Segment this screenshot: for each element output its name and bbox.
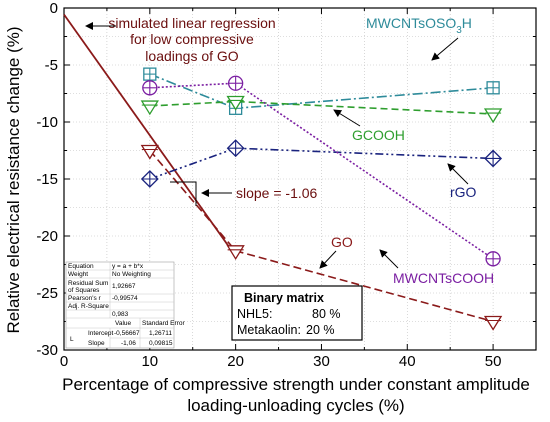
series-gcooh	[140, 95, 503, 124]
stats-col-value: Value	[115, 320, 132, 327]
regression-line-path	[63, 13, 237, 257]
stats-row-value: -0,99574	[112, 295, 138, 302]
y-tick-label: 0	[50, 0, 58, 17]
data-point-mwcntscooh	[227, 75, 244, 91]
regression-stats-table: Equation y = a + b*x Weight No Weighting…	[65, 261, 185, 349]
y-tick-label: -15	[36, 171, 58, 188]
arrow-mwcntsoso3h	[431, 37, 459, 61]
stats-row-label: Weight	[68, 271, 88, 278]
data-point-rgo	[226, 139, 245, 158]
x-axis-label-line1: Percentage of compressive strength under…	[62, 375, 530, 394]
binary-matrix-metakaolin-label: Metakaolin:	[237, 323, 301, 337]
data-point-gcooh	[140, 100, 159, 116]
data-point-mwcntscooh	[485, 251, 501, 267]
data-point-go	[226, 245, 245, 261]
arrow-mwcntscooh	[379, 249, 399, 269]
label-mwcntsoso3h-main: MWCNTsOSO	[366, 15, 456, 31]
label-gcooh: GCOOH	[352, 127, 405, 143]
stats-intercept-label: Intercept	[88, 330, 113, 337]
stats-row-label: of Squares	[68, 287, 100, 294]
label-mwcntscooh: MWCNTsCOOH	[393, 270, 494, 286]
y-tick-label: -5	[45, 57, 58, 74]
x-tick-label: 30	[313, 353, 330, 370]
slope-triangle	[170, 181, 197, 206]
stats-row-value: y = a + b*x	[112, 263, 144, 270]
label-mwcntsoso3h: MWCNTsOSO3H	[366, 15, 472, 36]
series-label-mwcntscooh: MWCNTsCOOH	[379, 249, 494, 286]
x-tick-label: 50	[485, 353, 502, 370]
label-mwcntsoso3h-end: H	[462, 15, 472, 31]
y-tick-label: -10	[36, 114, 58, 131]
data-point-go	[483, 315, 503, 331]
binary-matrix-frame	[231, 285, 363, 341]
series-label-go: GO	[319, 234, 353, 269]
binary-matrix-box: Binary matrix NHL5: 80 % Metakaolin: 20 …	[231, 285, 363, 341]
arrow-go	[319, 250, 337, 269]
stats-row-label: Pearson's r	[68, 295, 102, 302]
stats-table-frame	[65, 261, 175, 349]
series-group	[140, 67, 503, 331]
data-point-mwcntsoso3h	[486, 81, 500, 95]
label-go: GO	[331, 234, 353, 250]
regression-label-line1: simulated linear regression	[108, 15, 275, 31]
data-point-go	[140, 144, 159, 160]
data-point-rgo	[484, 149, 503, 168]
series-label-gcooh: GCOOH	[333, 109, 405, 143]
arrow-gcooh	[333, 109, 361, 127]
data-point-gcooh	[483, 108, 503, 124]
series-go	[140, 144, 503, 331]
series-mwcntscooh	[142, 75, 501, 267]
series-label-mwcntsoso3h: MWCNTsOSO3H	[366, 15, 472, 61]
binary-matrix-nhl5-label: NHL5:	[237, 307, 272, 321]
stats-row-value: No Weighting	[112, 271, 151, 278]
stats-row-value: 0,983	[112, 311, 129, 318]
series-rgo	[140, 139, 503, 188]
regression-label-line3: loadings of GO	[145, 48, 238, 64]
binary-matrix-nhl5-value: 80 %	[312, 307, 341, 321]
series-line-go	[149, 149, 494, 323]
binary-matrix-metakaolin-value: 20 %	[306, 323, 335, 337]
y-tick-label: -25	[36, 285, 58, 302]
x-tick-label: 0	[60, 353, 68, 370]
x-tick-label: 40	[399, 353, 416, 370]
arrow-rgo	[447, 163, 469, 185]
y-tick-label: -20	[36, 228, 58, 245]
slope-annotation: slope = -1.06	[170, 181, 318, 206]
stats-slope-label: Slope	[88, 340, 105, 347]
x-tick-label: 20	[227, 353, 244, 370]
regression-line	[63, 13, 237, 257]
stats-slope-error: 0,09815	[149, 340, 173, 347]
stats-intercept-value: -0,56667	[114, 330, 140, 337]
axes: 0 10 20 30 40 50 -30 -25 -20 -15 -10 -5 0	[36, 0, 537, 370]
series-label-rgo: rGO	[447, 163, 477, 200]
stats-row-label: Adj. R-Square	[68, 303, 109, 310]
y-tick-label: -30	[36, 342, 58, 359]
stats-row-label: Residual Sum	[68, 280, 108, 287]
x-tick-label: 10	[141, 353, 158, 370]
label-mwcntsoso3h-sub: 3	[456, 25, 462, 36]
data-point-gcooh	[226, 95, 245, 111]
label-rgo: rGO	[450, 184, 477, 200]
data-point-rgo	[140, 170, 159, 188]
stats-slope-value: -1,06	[121, 340, 136, 347]
stats-row-label: Equation	[68, 263, 94, 270]
data-point-mwcntscooh	[142, 80, 158, 96]
regression-label-line2: for low compressive	[130, 31, 254, 47]
stats-row-l: L	[70, 336, 74, 343]
slope-label: slope = -1.06	[236, 185, 318, 201]
binary-matrix-title: Binary matrix	[244, 291, 324, 305]
stats-intercept-error: 1,26711	[149, 330, 172, 337]
stats-col-error: Standard Error	[142, 320, 185, 327]
regression-annotation: simulated linear regression for low comp…	[85, 15, 276, 64]
y-axis-label: Relative electrical resistance change (%…	[4, 26, 23, 333]
series-line-gcooh	[149, 100, 494, 115]
data-point-mwcntsoso3h	[143, 67, 157, 81]
stats-row-value: 1,92667	[112, 283, 136, 290]
series-line-mwcntsoso3h	[149, 73, 494, 110]
x-axis-label-line2: loading-unloading cycles (%)	[187, 396, 404, 415]
